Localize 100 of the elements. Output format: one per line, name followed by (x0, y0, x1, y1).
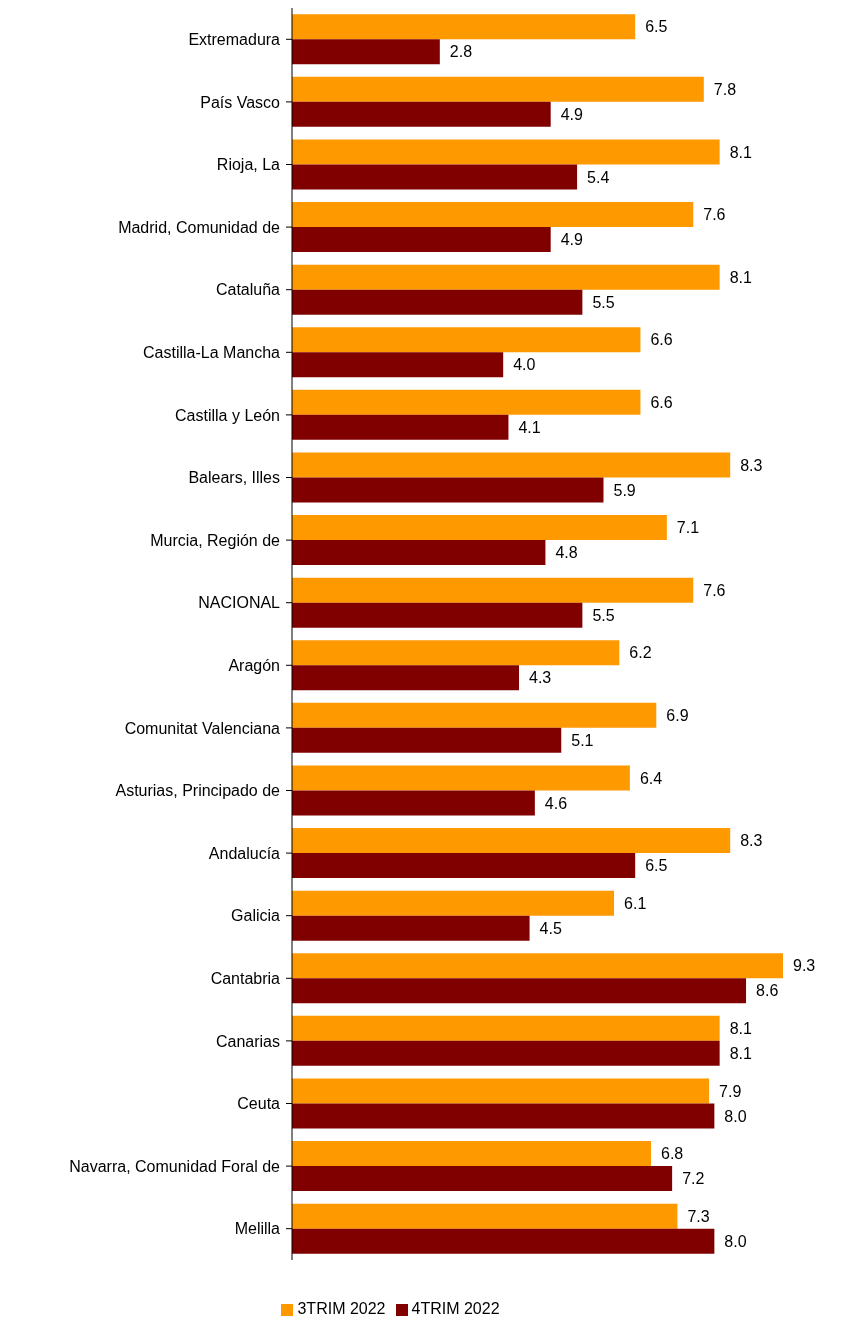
y-tick-label: Aragón (228, 656, 280, 674)
bar (292, 702, 657, 728)
bar (292, 727, 562, 753)
y-tick-label: Murcia, Región de (150, 531, 281, 549)
y-tick-label: Castilla-La Mancha (143, 343, 281, 361)
bar (292, 540, 546, 566)
bar (292, 577, 694, 603)
data-label: 8.1 (729, 143, 752, 161)
bar (292, 39, 440, 65)
data-label: 5.5 (592, 293, 615, 311)
bar (292, 414, 509, 440)
data-label: 7.2 (682, 1170, 705, 1188)
bar (292, 264, 720, 290)
data-label: 4.8 (555, 544, 578, 562)
bar (292, 164, 578, 190)
bar (292, 227, 551, 253)
bar (292, 101, 551, 127)
y-tick-label: NACIONAL (198, 594, 281, 612)
bar (292, 1228, 715, 1254)
y-tick-label: Rioja, La (216, 156, 281, 174)
data-label: 6.2 (629, 644, 652, 662)
bar (292, 1015, 720, 1041)
y-tick-label: Navarra, Comunidad Foral de (69, 1157, 281, 1175)
bar (292, 602, 583, 628)
y-tick-label: Ceuta (237, 1095, 281, 1113)
y-tick-label: Cantabria (210, 969, 281, 987)
y-tick-label: Castilla y León (175, 406, 280, 424)
data-label: 4.9 (560, 231, 584, 249)
bar (292, 1166, 673, 1192)
bar (292, 640, 620, 666)
bar (292, 139, 720, 165)
y-tick-label: Extremadura (188, 30, 281, 48)
bar (292, 790, 535, 816)
y-tick-label: Madrid, Comunidad de (118, 218, 281, 236)
data-label: 6.5 (645, 18, 668, 36)
data-label: 7.1 (676, 519, 700, 537)
bar (292, 915, 530, 941)
legend-label: 4TRIM 2022 (411, 1300, 500, 1317)
data-label: 4.9 (560, 106, 584, 124)
data-label: 7.8 (713, 81, 737, 99)
y-tick-label: Comunitat Valenciana (124, 719, 281, 737)
y-tick-label: Galicia (231, 907, 281, 925)
bar (292, 978, 747, 1004)
data-label: 7.6 (703, 206, 726, 224)
data-label: 6.1 (624, 894, 647, 912)
y-tick-label: Asturias, Principado de (115, 782, 281, 800)
bar (292, 1203, 678, 1229)
data-label: 5.5 (592, 606, 615, 624)
data-label: 8.0 (724, 1232, 747, 1250)
data-label: 8.1 (729, 1020, 752, 1038)
data-label: 5.9 (613, 481, 636, 499)
data-label: 8.0 (724, 1107, 747, 1125)
bar (292, 515, 667, 541)
data-label: 7.6 (703, 581, 726, 599)
data-label: 4.0 (513, 356, 536, 374)
y-tick-label: Balears, Illes (188, 469, 280, 487)
data-label: 8.1 (729, 268, 752, 286)
bar (292, 452, 731, 478)
data-label: 5.1 (571, 732, 594, 750)
bar (292, 665, 520, 691)
data-label: 7.9 (719, 1082, 742, 1100)
bar (292, 765, 630, 791)
data-label: 6.4 (639, 769, 663, 787)
bar (292, 1040, 720, 1066)
legend-label: 3TRIM 2022 (297, 1300, 386, 1317)
y-tick-label: Melilla (234, 1220, 281, 1238)
bar (292, 14, 636, 40)
bar (292, 327, 641, 353)
bar (292, 953, 783, 979)
data-label: 6.9 (666, 707, 689, 725)
data-label: 4.3 (529, 669, 552, 687)
data-label: 9.3 (793, 957, 816, 975)
data-label: 7.3 (687, 1207, 710, 1225)
y-tick-label: Andalucía (208, 844, 281, 862)
bar (292, 1078, 710, 1104)
bar (292, 76, 704, 102)
bar (292, 352, 504, 378)
data-label: 4.1 (518, 419, 541, 437)
y-tick-label: País Vasco (200, 93, 281, 111)
data-label: 4.5 (539, 919, 562, 937)
bar (292, 890, 615, 916)
data-label: 8.6 (756, 982, 779, 1000)
data-label: 8.1 (729, 1045, 752, 1063)
bar (292, 389, 641, 415)
data-label: 4.6 (544, 794, 568, 812)
data-label: 6.5 (645, 857, 668, 875)
data-label: 6.8 (661, 1145, 684, 1163)
data-label: 8.3 (740, 832, 763, 850)
y-tick-label: Cataluña (215, 281, 281, 299)
bar (292, 828, 731, 854)
bar (292, 1103, 715, 1129)
data-label: 6.6 (650, 394, 673, 412)
bar (292, 289, 583, 315)
data-label: 8.3 (740, 456, 763, 474)
bar (292, 477, 604, 503)
data-label: 6.6 (650, 331, 673, 349)
bar (292, 1141, 652, 1167)
data-label: 2.8 (449, 43, 473, 61)
data-label: 5.4 (587, 168, 610, 186)
bar (292, 853, 636, 879)
